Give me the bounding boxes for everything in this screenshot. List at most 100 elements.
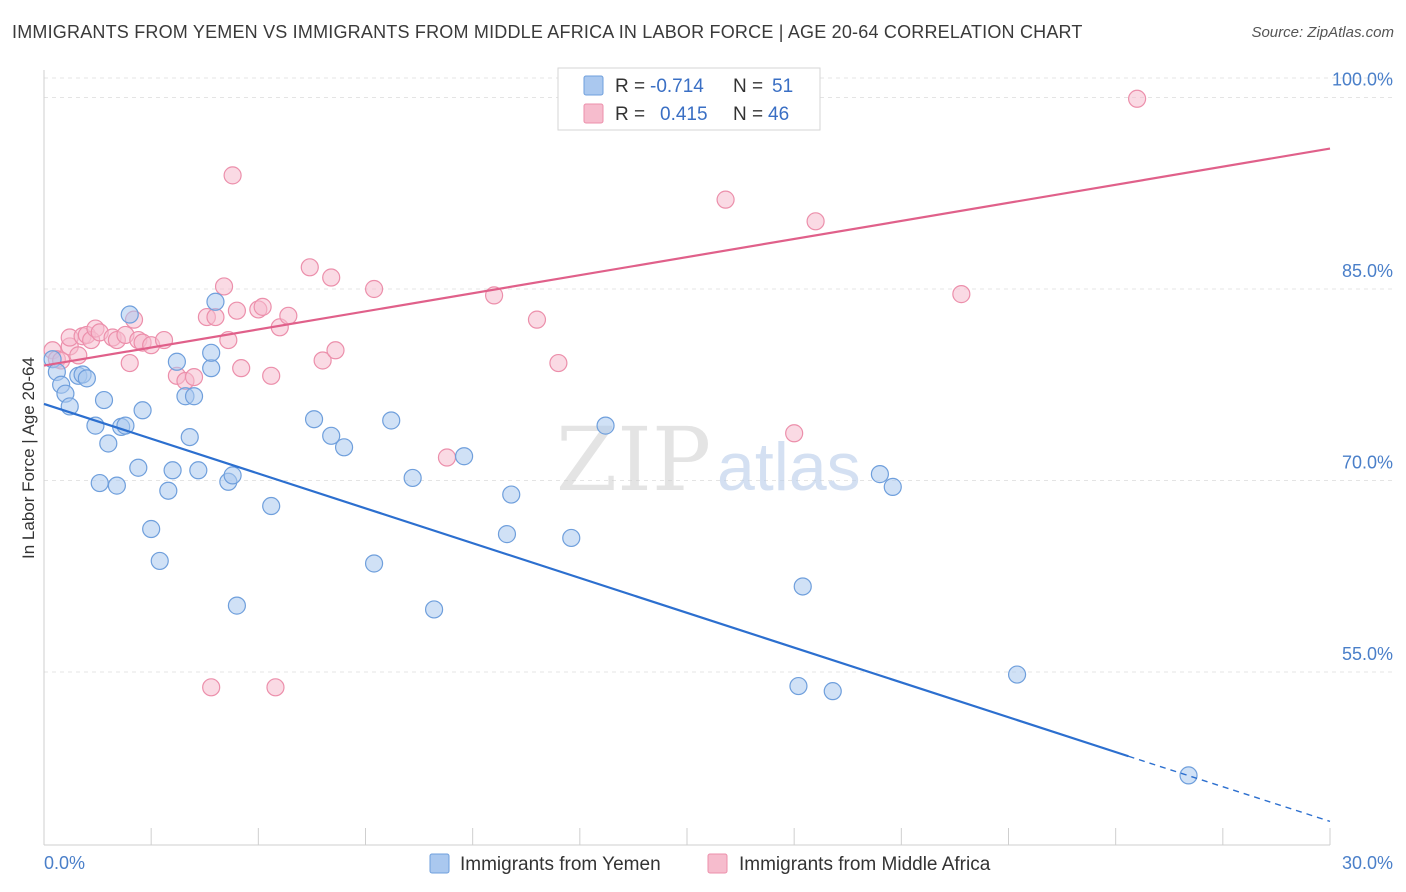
yemen-point-38 — [382, 411, 401, 430]
africa-point-46 — [952, 285, 971, 304]
africa-point-34 — [279, 306, 298, 325]
y-tick-labels: 55.0% 70.0% 85.0% 100.0% — [1332, 70, 1393, 665]
watermark-atlas: atlas — [717, 429, 861, 505]
x-tick-label-1: 30.0% — [1342, 853, 1393, 873]
bottom-legend-swatch-africa — [707, 853, 728, 874]
yemen-point-17 — [133, 401, 152, 420]
y-tick-label-2: 85.0% — [1342, 261, 1393, 281]
legend-n-value-africa: 46 — [768, 104, 789, 125]
africa-point-39 — [364, 279, 384, 299]
africa-point-45 — [785, 424, 804, 443]
trend-line-yemen — [43, 402, 1129, 758]
yemen-point-46 — [789, 676, 808, 696]
legend-r-value-africa: 0.415 — [660, 104, 708, 125]
y-tick-label-0: 55.0% — [1342, 644, 1393, 664]
yemen-point-29 — [206, 292, 225, 311]
yemen-point-34 — [304, 410, 324, 429]
yemen-point-42 — [497, 525, 517, 544]
yemen-point-19 — [150, 551, 169, 571]
africa-point-40 — [437, 448, 457, 467]
yemen-point-33 — [262, 496, 281, 516]
watermark-zip: ZIP — [556, 408, 711, 511]
yemen-point-24 — [180, 427, 199, 447]
series-middle-africa-points — [43, 89, 1147, 697]
yemen-point-12 — [107, 476, 126, 495]
yemen-point-26 — [184, 387, 204, 406]
yemen-point-28 — [202, 343, 221, 362]
africa-point-28 — [227, 301, 246, 320]
yemen-point-21 — [163, 461, 182, 480]
yemen-point-7 — [77, 369, 96, 388]
bottom-legend: Immigrants from Yemen Immigrants from Mi… — [429, 853, 991, 875]
yemen-point-47 — [793, 577, 812, 596]
yemen-point-27 — [202, 359, 221, 378]
africa-point-24 — [206, 307, 225, 327]
africa-point-49 — [202, 678, 221, 697]
africa-point-31 — [253, 297, 272, 316]
bottom-legend-label-yemen: Immigrants from Yemen — [460, 854, 661, 875]
source-credit: Source: ZipAtlas.com — [1251, 24, 1394, 41]
africa-point-47 — [1127, 89, 1147, 108]
yemen-point-9 — [90, 473, 109, 493]
yemen-point-31 — [223, 466, 242, 485]
yemen-point-39 — [403, 468, 422, 488]
yemen-point-20 — [159, 481, 178, 500]
bottom-legend-label-africa: Immigrants from Middle Africa — [739, 854, 991, 875]
yemen-point-51 — [870, 465, 890, 484]
legend-box: R = -0.714 N = 51 R = 0.415 N = 46 — [557, 67, 821, 131]
yemen-point-44 — [562, 528, 581, 548]
africa-point-38 — [326, 341, 345, 360]
yemen-point-43 — [502, 485, 521, 504]
yemen-point-16 — [129, 458, 148, 477]
yemen-point-52 — [883, 477, 902, 496]
yemen-point-50 — [1179, 766, 1198, 785]
africa-point-42 — [527, 310, 547, 329]
chart-title: IMMIGRANTS FROM YEMEN VS IMMIGRANTS FROM… — [12, 22, 1083, 42]
y-axis-label: In Labor Force | Age 20-64 — [19, 357, 38, 559]
legend-r-value-yemen: -0.714 — [650, 76, 704, 97]
legend-r-label-yemen: R = — [615, 76, 645, 97]
yemen-point-37 — [364, 554, 384, 573]
y-tick-label-3: 100.0% — [1332, 70, 1393, 90]
africa-point-44 — [716, 190, 735, 209]
yemen-point-22 — [167, 352, 186, 371]
yemen-point-45 — [596, 416, 615, 435]
yemen-point-25 — [189, 461, 208, 480]
x-tick-labels: 0.0% 30.0% — [44, 853, 1393, 873]
africa-point-50 — [266, 678, 285, 697]
trend-line-yemen-extension — [1128, 755, 1331, 823]
yemen-point-36 — [334, 438, 354, 457]
africa-point-32 — [262, 366, 281, 385]
yemen-point-10 — [94, 390, 114, 410]
africa-point-35 — [300, 258, 319, 277]
africa-point-29 — [232, 359, 251, 378]
legend-r-label-africa: R = — [615, 104, 645, 125]
yemen-point-15 — [120, 305, 139, 324]
yemen-point-49 — [1007, 665, 1027, 684]
africa-point-36 — [313, 351, 332, 370]
africa-point-37 — [322, 268, 341, 287]
trend-lines — [43, 147, 1331, 823]
yemen-point-41 — [454, 447, 474, 466]
africa-point-27 — [223, 166, 242, 185]
yemen-point-40 — [424, 600, 444, 619]
yemen-point-35 — [322, 426, 341, 445]
watermark: ZIP atlas — [556, 408, 861, 511]
y-tick-label-1: 70.0% — [1342, 453, 1393, 473]
africa-point-14 — [120, 353, 139, 373]
legend-n-value-yemen: 51 — [772, 76, 793, 97]
trend-line-africa — [43, 147, 1331, 367]
series-yemen-points — [43, 292, 1198, 785]
yemen-point-18 — [142, 519, 161, 539]
africa-point-43 — [549, 353, 568, 373]
x-tick-label-0: 0.0% — [44, 853, 85, 873]
yemen-point-32 — [227, 596, 246, 615]
africa-point-25 — [214, 277, 234, 296]
africa-point-22 — [184, 367, 204, 387]
legend-swatch-africa — [583, 103, 604, 124]
bottom-legend-swatch-yemen — [429, 853, 450, 874]
legend-n-label-yemen: N = — [733, 76, 763, 97]
africa-point-48 — [806, 212, 825, 231]
legend-n-label-africa: N = — [733, 104, 763, 125]
